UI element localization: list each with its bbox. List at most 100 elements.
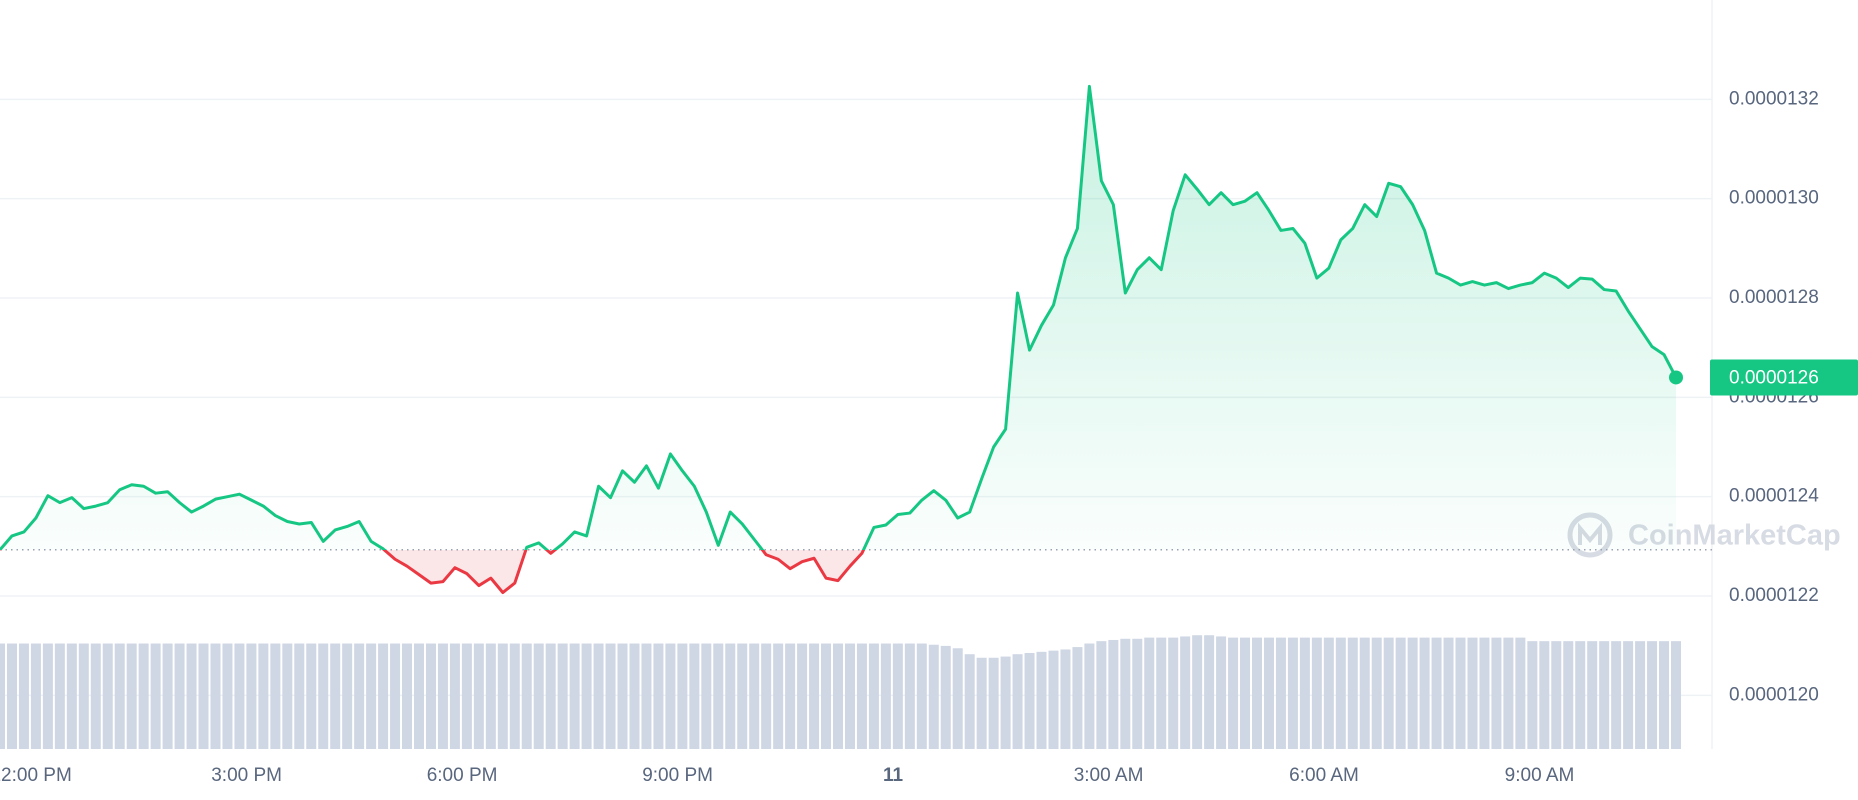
volume-bar	[545, 643, 556, 749]
y-tick-label: 0.0000130	[1729, 188, 1819, 209]
volume-bar	[378, 643, 389, 749]
volume-bar	[1467, 637, 1478, 749]
volume-bar	[258, 643, 269, 749]
volume-bar	[593, 643, 604, 749]
volume-bar	[126, 643, 137, 749]
volume-bar	[1359, 637, 1370, 749]
volume-bar	[821, 643, 832, 749]
volume-bar	[1108, 639, 1119, 749]
y-tick-label: 0.0000124	[1729, 486, 1819, 507]
y-tick-label: 0.0000122	[1729, 585, 1819, 606]
volume-bar	[868, 643, 879, 749]
volume-bar	[1539, 641, 1550, 749]
volume-bar	[18, 643, 29, 749]
volume-bar	[1671, 641, 1681, 749]
volume-bar	[641, 643, 652, 749]
volume-bar	[1527, 641, 1538, 749]
price-area	[0, 86, 1676, 593]
current-price-dot	[1669, 370, 1683, 385]
volume-bar	[1347, 637, 1358, 749]
volume-bar	[449, 643, 460, 749]
volume-bar	[1144, 637, 1155, 749]
volume-bar	[1419, 637, 1430, 749]
volume-bar	[928, 644, 939, 749]
volume-bar	[461, 643, 472, 749]
volume-bar	[689, 643, 700, 749]
volume-bar	[234, 643, 245, 749]
volume-bar	[1048, 650, 1059, 749]
volume-bar	[294, 643, 305, 749]
volume-bar	[1132, 638, 1143, 749]
volume-bar	[773, 643, 784, 749]
volume-bar	[222, 643, 233, 749]
x-tick-label: 11	[883, 765, 904, 786]
volume-bar	[1647, 641, 1658, 749]
volume-bar	[1623, 641, 1634, 749]
volume-bar	[725, 643, 736, 749]
volume-bar	[665, 643, 676, 749]
volume-bars	[0, 635, 1681, 749]
volume-bar	[737, 643, 748, 749]
volume-bar	[1228, 637, 1239, 749]
volume-bar	[1503, 637, 1514, 749]
volume-bar	[701, 643, 712, 749]
volume-bar	[1180, 636, 1191, 749]
volume-bar	[330, 643, 341, 749]
volume-bar	[1575, 641, 1586, 749]
volume-bar	[402, 643, 413, 749]
volume-bar	[1024, 653, 1035, 749]
volume-bar	[1443, 637, 1454, 749]
volume-bar	[856, 643, 867, 749]
volume-bar	[354, 643, 365, 749]
volume-bar	[162, 643, 173, 749]
volume-bar	[653, 643, 664, 749]
volume-bar	[1407, 637, 1418, 749]
volume-bar	[390, 643, 401, 749]
volume-bar	[1335, 637, 1346, 749]
volume-bar	[270, 643, 281, 749]
volume-bar	[66, 643, 77, 749]
volume-bar	[1491, 637, 1502, 749]
volume-bar	[557, 643, 568, 749]
volume-bar	[1275, 637, 1286, 749]
volume-bar	[1371, 637, 1382, 749]
volume-bar	[1252, 637, 1262, 749]
volume-bar	[1096, 641, 1107, 749]
x-tick-label: 3:00 PM	[211, 765, 282, 786]
volume-bar	[1120, 638, 1131, 749]
volume-bar	[1060, 649, 1071, 749]
volume-bar	[1240, 637, 1251, 749]
volume-bar	[102, 643, 113, 749]
x-tick-label: 12:00 PM	[0, 765, 72, 786]
volume-bar	[1455, 637, 1466, 749]
volume-bar	[1599, 641, 1610, 749]
volume-bar	[713, 643, 724, 749]
volume-bar	[976, 657, 987, 749]
volume-bar	[617, 643, 628, 749]
volume-bar	[150, 643, 161, 749]
volume-bar	[318, 643, 329, 749]
volume-bar	[1299, 637, 1310, 749]
volume-bar	[246, 643, 257, 749]
x-tick-label: 6:00 AM	[1289, 765, 1359, 786]
x-tick-label: 9:00 AM	[1505, 765, 1575, 786]
volume-bar	[1192, 635, 1203, 749]
volume-bar	[1659, 641, 1670, 749]
volume-bar	[892, 643, 903, 749]
volume-bar	[342, 643, 353, 749]
volume-bar	[1072, 647, 1083, 749]
volume-bar	[605, 643, 616, 749]
volume-bar	[1611, 641, 1622, 749]
volume-bar	[1216, 636, 1227, 749]
volume-bar	[78, 643, 89, 749]
volume-bar	[174, 643, 185, 749]
x-tick-label: 9:00 PM	[642, 765, 713, 786]
volume-bar	[509, 643, 520, 749]
volume-bar	[1383, 637, 1394, 749]
volume-bar	[306, 643, 317, 749]
volume-bar	[1156, 637, 1167, 749]
volume-bar	[1551, 641, 1562, 749]
volume-bar	[988, 657, 999, 749]
volume-bar	[569, 643, 580, 749]
